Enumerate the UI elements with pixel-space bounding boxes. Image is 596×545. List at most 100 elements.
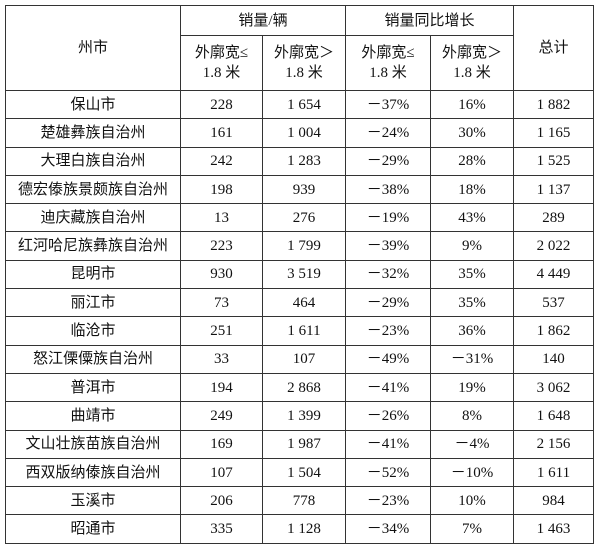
value-cell: 1 648 xyxy=(513,401,595,431)
value-cell: 107 xyxy=(261,344,347,374)
header-cell: 外廓宽＞ 1.8 米 xyxy=(261,35,347,91)
value-cell: 1 987 xyxy=(261,429,347,459)
value-cell: 33 xyxy=(180,344,263,374)
region-cell: 文山壮族苗族自治州 xyxy=(5,429,181,459)
value-cell: －52% xyxy=(345,457,432,488)
value-cell: 251 xyxy=(180,316,263,346)
value-cell: 2 156 xyxy=(513,429,595,459)
value-cell: －23% xyxy=(345,316,432,346)
value-cell: 8% xyxy=(430,401,515,431)
value-cell: 3 062 xyxy=(513,372,595,403)
value-cell: 1 882 xyxy=(513,89,595,120)
data-row: 曲靖市 249 1 399 －26% 8% 1 648 xyxy=(5,401,595,431)
value-cell: 107 xyxy=(180,457,263,488)
header-row: 州市 销量/辆 销量同比增长 总计 xyxy=(5,5,595,91)
value-cell: 939 xyxy=(261,174,347,205)
value-cell: －34% xyxy=(345,514,432,544)
value-cell: 10% xyxy=(430,486,515,516)
region-cell: 迪庆藏族自治州 xyxy=(5,203,181,233)
value-cell: －29% xyxy=(345,288,432,318)
region-cell: 西双版纳傣族自治州 xyxy=(5,457,181,488)
value-cell: 1 525 xyxy=(513,146,595,176)
value-cell: 194 xyxy=(180,372,263,403)
value-cell: －31% xyxy=(430,344,515,374)
value-cell: 1 611 xyxy=(261,316,347,346)
value-cell: 9% xyxy=(430,231,515,261)
value-cell: 4 449 xyxy=(513,259,595,290)
value-cell: 43% xyxy=(430,203,515,233)
header-cell: 销量/辆 xyxy=(179,5,347,36)
region-cell: 丽江市 xyxy=(5,288,181,318)
region-cell: 德宏傣族景颇族自治州 xyxy=(5,174,181,205)
value-cell: 537 xyxy=(513,288,595,318)
value-cell: 73 xyxy=(180,288,263,318)
value-cell: 28% xyxy=(430,146,515,176)
data-row: 保山市 228 1 654 －37% 16% 1 882 xyxy=(5,89,595,120)
value-cell: 206 xyxy=(180,486,263,516)
value-cell: 2 868 xyxy=(261,372,347,403)
region-cell: 玉溪市 xyxy=(5,486,181,516)
value-cell: 2 022 xyxy=(513,231,595,261)
header-cell: 外廓宽≤ 1.8 米 xyxy=(345,35,432,91)
region-cell: 保山市 xyxy=(5,89,181,120)
value-cell: 1 283 xyxy=(261,146,347,176)
value-cell: 36% xyxy=(430,316,515,346)
region-cell: 曲靖市 xyxy=(5,401,181,431)
value-cell: 1 004 xyxy=(261,118,347,148)
header-cell: 总计 xyxy=(513,5,595,91)
value-cell: －26% xyxy=(345,401,432,431)
data-row: 临沧市 251 1 611 －23% 36% 1 862 xyxy=(5,316,595,346)
value-cell: 223 xyxy=(180,231,263,261)
value-cell: －38% xyxy=(345,174,432,205)
value-cell: －39% xyxy=(345,231,432,261)
data-row: 德宏傣族景颇族自治州 198 939 －38% 18% 1 137 xyxy=(5,174,595,205)
region-cell: 昭通市 xyxy=(5,514,181,544)
data-row: 普洱市 194 2 868 －41% 19% 3 062 xyxy=(5,372,595,403)
region-cell: 红河哈尼族彝族自治州 xyxy=(5,231,181,261)
value-cell: －4% xyxy=(430,429,515,459)
value-cell: 930 xyxy=(180,259,263,290)
region-cell: 怒江傈僳族自治州 xyxy=(5,344,181,374)
value-cell: 198 xyxy=(180,174,263,205)
value-cell: 228 xyxy=(180,89,263,120)
value-cell: 1 611 xyxy=(513,457,595,488)
value-cell: 19% xyxy=(430,372,515,403)
region-cell: 昆明市 xyxy=(5,259,181,290)
value-cell: 335 xyxy=(180,514,263,544)
value-cell: －23% xyxy=(345,486,432,516)
data-row: 迪庆藏族自治州 13 276 －19% 43% 289 xyxy=(5,203,595,233)
value-cell: 3 519 xyxy=(261,259,347,290)
value-cell: －10% xyxy=(430,457,515,488)
value-cell: 276 xyxy=(261,203,347,233)
value-cell: －24% xyxy=(345,118,432,148)
value-cell: 984 xyxy=(513,486,595,516)
value-cell: 161 xyxy=(180,118,263,148)
region-cell: 大理白族自治州 xyxy=(5,146,181,176)
value-cell: 289 xyxy=(513,203,595,233)
value-cell: －41% xyxy=(345,429,432,459)
data-row: 大理白族自治州 242 1 283 －29% 28% 1 525 xyxy=(5,146,595,176)
region-cell: 临沧市 xyxy=(5,316,181,346)
data-row: 昆明市 930 3 519 －32% 35% 4 449 xyxy=(5,259,595,290)
data-row: 红河哈尼族彝族自治州 223 1 799 －39% 9% 2 022 xyxy=(5,231,595,261)
data-row: 怒江傈僳族自治州 33 107 －49% －31% 140 xyxy=(5,344,595,374)
value-cell: 1 463 xyxy=(513,514,595,544)
data-row: 楚雄彝族自治州 161 1 004 －24% 30% 1 165 xyxy=(5,118,595,148)
value-cell: 18% xyxy=(430,174,515,205)
sales-table: 州市 销量/辆 销量同比增长 总计 外廓宽≤ 1.8 米 外廓宽＞ 1.8 米 … xyxy=(5,5,595,544)
value-cell: 1 504 xyxy=(261,457,347,488)
data-row: 丽江市 73 464 －29% 35% 537 xyxy=(5,288,595,318)
value-cell: 169 xyxy=(180,429,263,459)
value-cell: 778 xyxy=(261,486,347,516)
value-cell: －41% xyxy=(345,372,432,403)
value-cell: －49% xyxy=(345,344,432,374)
data-row: 昭通市 335 1 128 －34% 7% 1 463 xyxy=(5,514,595,544)
value-cell: 464 xyxy=(261,288,347,318)
header-cell: 州市 xyxy=(5,5,181,91)
value-cell: 13 xyxy=(180,203,263,233)
value-cell: 242 xyxy=(180,146,263,176)
value-cell: 249 xyxy=(180,401,263,431)
value-cell: 1 165 xyxy=(513,118,595,148)
value-cell: 7% xyxy=(430,514,515,544)
